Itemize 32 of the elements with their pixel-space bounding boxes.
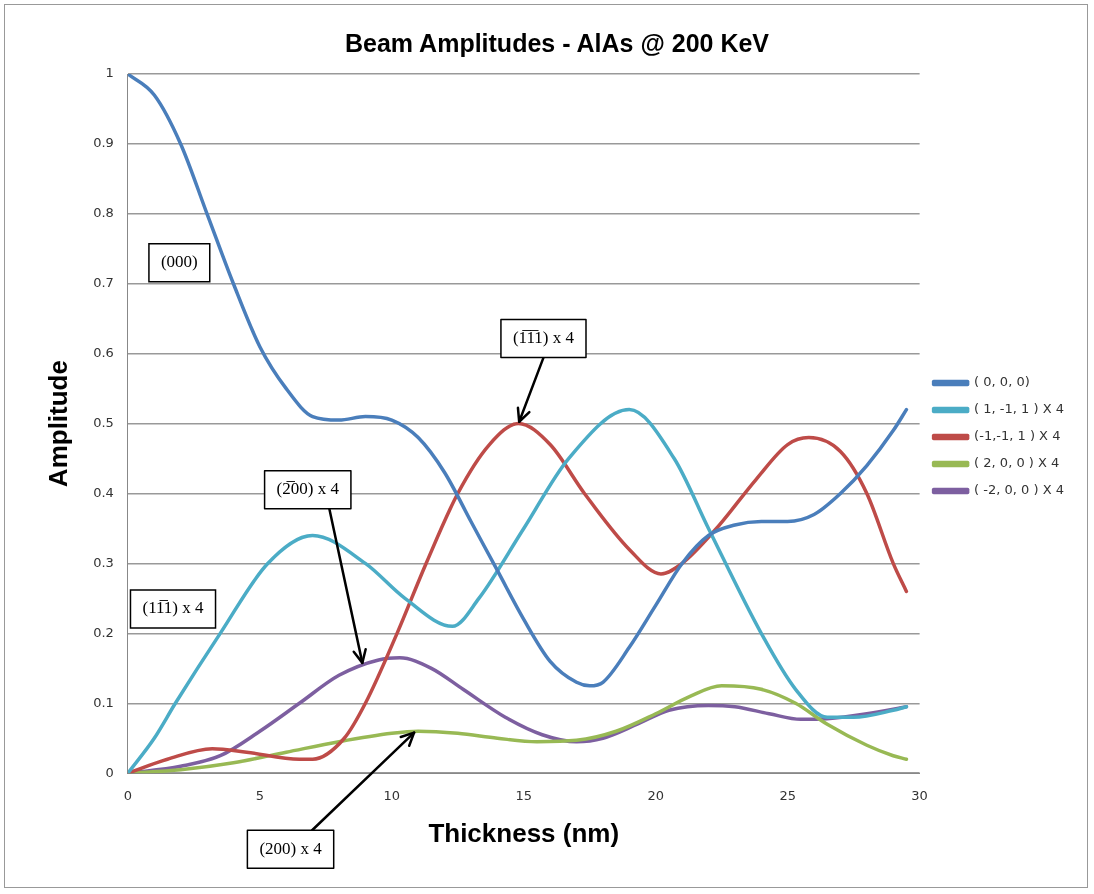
- x-tick-label: 25: [779, 788, 796, 804]
- x-tick-label: 10: [383, 788, 401, 804]
- y-tick-label: 0.9: [93, 135, 114, 151]
- annotation: (1̅1̅1) x 4: [512, 328, 575, 348]
- legend-label: ( 0, 0, 0): [974, 374, 1030, 390]
- y-tick-label: 0.5: [93, 414, 114, 430]
- y-tick-label: 0.1: [93, 694, 114, 710]
- y-axis-title: Amplitude: [42, 360, 73, 488]
- legend-label: ( 2, 0, 0 ) X 4: [974, 455, 1060, 471]
- chart-title: Beam Amplitudes - AlAs @ 200 KeV: [344, 28, 770, 57]
- x-tick-label: 15: [515, 788, 533, 804]
- y-tick-label: 0.3: [93, 554, 114, 570]
- annotation: (11̅1) x 4: [142, 598, 205, 618]
- y-tick-label: 0.7: [93, 275, 114, 291]
- annotation: (000): [160, 252, 198, 272]
- legend-label: ( 1, -1, 1 ) X 4: [974, 401, 1065, 417]
- y-tick-label: 0: [105, 764, 114, 780]
- line-series: [127, 74, 909, 688]
- legend-label: (-1,-1, 1 ) X 4: [974, 428, 1061, 444]
- y-tick-label: 0.4: [93, 484, 114, 500]
- x-axis-title: Thickness (nm): [428, 817, 620, 848]
- y-tick-label: 0.2: [93, 624, 114, 640]
- x-tick-label: 30: [911, 788, 928, 804]
- y-tick-label: 1: [105, 65, 114, 81]
- annotation: (200) x 4: [259, 838, 323, 858]
- x-tick-label: 5: [255, 788, 264, 804]
- x-tick-label: 0: [123, 788, 133, 804]
- x-tick-label: 20: [647, 788, 664, 804]
- annotation: (2̅00) x 4: [276, 479, 340, 499]
- y-tick-label: 0.8: [93, 205, 114, 221]
- y-tick-label: 0.6: [93, 345, 114, 361]
- legend-label: ( -2, 0, 0 ) X 4: [974, 482, 1065, 498]
